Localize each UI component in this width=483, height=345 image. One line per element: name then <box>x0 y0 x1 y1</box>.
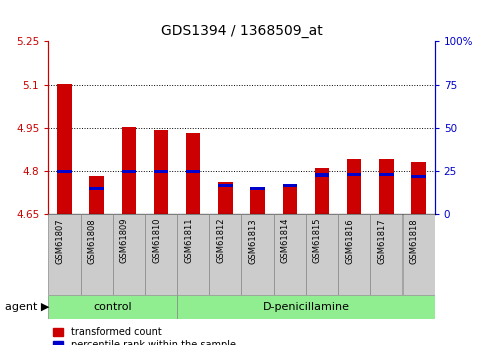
Text: control: control <box>93 302 132 312</box>
Bar <box>122 170 136 173</box>
Text: GSM61809: GSM61809 <box>120 218 129 264</box>
Bar <box>89 187 104 190</box>
Text: GSM61817: GSM61817 <box>377 218 386 264</box>
Bar <box>122 127 136 214</box>
Bar <box>48 295 177 319</box>
Bar <box>89 176 104 214</box>
Legend: transformed count, percentile rank within the sample: transformed count, percentile rank withi… <box>53 327 236 345</box>
Bar <box>57 84 71 214</box>
Bar <box>347 173 361 176</box>
Text: GSM61810: GSM61810 <box>152 218 161 264</box>
Title: GDS1394 / 1368509_at: GDS1394 / 1368509_at <box>161 23 322 38</box>
Bar <box>402 214 435 295</box>
Text: GSM61818: GSM61818 <box>410 218 419 264</box>
Bar <box>412 175 426 178</box>
Bar <box>250 187 265 214</box>
Bar <box>274 214 306 295</box>
Bar <box>338 214 370 295</box>
Text: GSM61814: GSM61814 <box>281 218 290 264</box>
Bar <box>315 174 329 177</box>
Bar <box>370 214 402 295</box>
Bar <box>242 214 274 295</box>
Bar <box>177 214 209 295</box>
Bar <box>347 159 361 214</box>
Text: GSM61813: GSM61813 <box>249 218 257 264</box>
Bar <box>379 159 394 214</box>
Text: GSM61808: GSM61808 <box>87 218 97 264</box>
Bar <box>412 162 426 214</box>
Bar <box>218 182 233 214</box>
Bar <box>177 295 435 319</box>
Bar <box>306 214 338 295</box>
Bar <box>250 187 265 190</box>
Bar <box>379 173 394 176</box>
Bar <box>154 130 168 214</box>
Bar <box>186 133 200 214</box>
Bar <box>283 184 297 187</box>
Bar <box>283 185 297 214</box>
Bar <box>209 214 242 295</box>
Text: GSM61812: GSM61812 <box>216 218 226 264</box>
Bar <box>145 214 177 295</box>
Text: D-penicillamine: D-penicillamine <box>262 302 349 312</box>
Bar <box>48 214 81 295</box>
Bar <box>113 214 145 295</box>
Text: GSM61815: GSM61815 <box>313 218 322 264</box>
Bar <box>154 170 168 173</box>
Text: GSM61816: GSM61816 <box>345 218 354 264</box>
Bar <box>186 170 200 173</box>
Bar <box>81 214 113 295</box>
Text: agent ▶: agent ▶ <box>5 302 49 312</box>
Bar <box>218 184 233 187</box>
Text: GSM61811: GSM61811 <box>184 218 193 264</box>
Text: GSM61807: GSM61807 <box>56 218 64 264</box>
Bar <box>315 168 329 214</box>
Bar <box>57 170 71 173</box>
